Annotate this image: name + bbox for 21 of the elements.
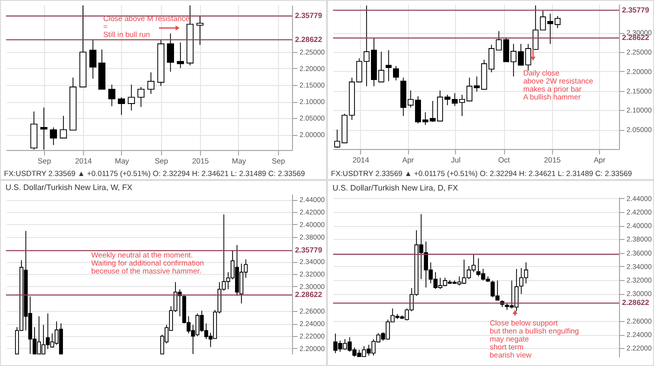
- candlestick: [50, 127, 57, 146]
- candlestick: [137, 86, 145, 108]
- chart-title: U.S. Dollar/Turkish New Lira, W, FX: [6, 183, 134, 192]
- candlestick: [176, 42, 184, 68]
- candlestick: [118, 96, 125, 116]
- candlestick: [40, 107, 48, 150]
- candlestick: [386, 50, 392, 82]
- candlestick: [89, 39, 96, 80]
- candlestick: [166, 33, 174, 72]
- candlestick: [30, 111, 38, 150]
- candlestick: [41, 324, 46, 354]
- candlestick: [60, 115, 67, 138]
- candlestick: [128, 84, 135, 111]
- candlestick: [50, 332, 54, 348]
- candlestick: [195, 313, 200, 337]
- candlestick: [147, 72, 154, 94]
- candlestick: [196, 15, 204, 46]
- candlestick: [108, 84, 116, 107]
- chart-title: U.S. Dollar/Turkish New Lira, D, FX: [332, 183, 459, 192]
- candlestick: [393, 66, 399, 81]
- candlestick: [239, 263, 244, 304]
